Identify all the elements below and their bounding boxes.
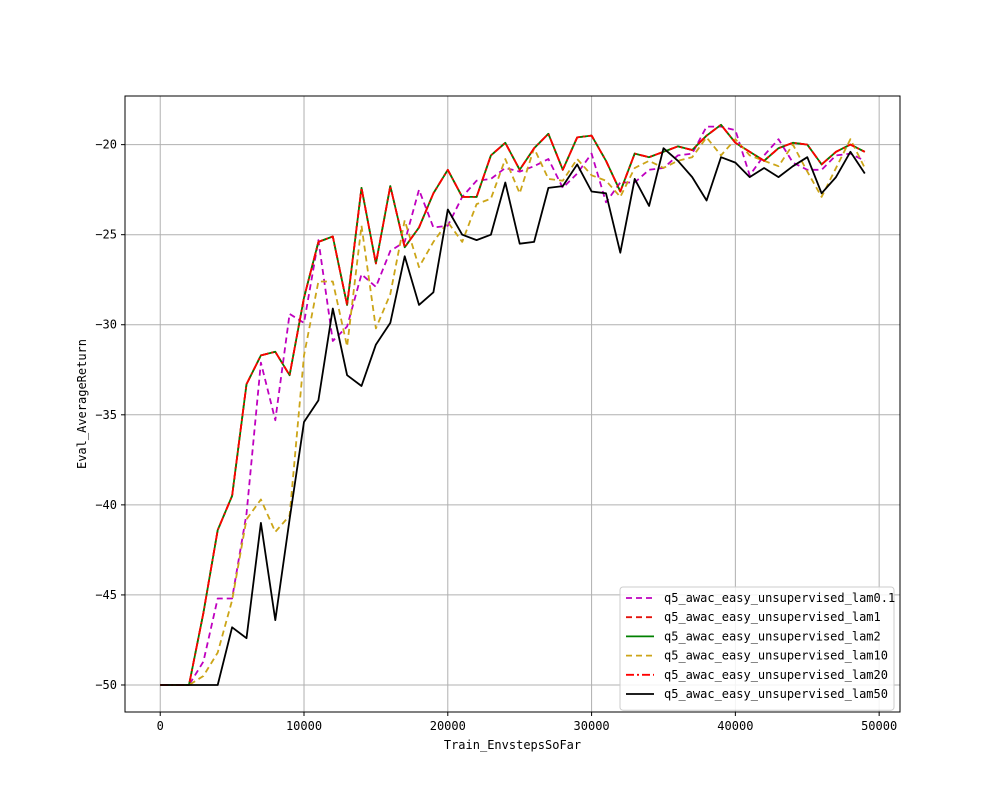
y-tick-label: −35 (95, 408, 117, 422)
axis-ticks: 0 10000 20000 30000 40000 50000 −50 −45 −40 −35 −3… (95, 138, 897, 733)
plot-frame (124, 95, 901, 713)
x-tick-label: 10000 (286, 719, 322, 733)
x-tick-label: 40000 (717, 719, 753, 733)
legend-label: q5_awac_easy_unsupervised_lam20 (664, 668, 888, 682)
legend-label: q5_awac_easy_unsupervised_lam2 (664, 629, 881, 643)
series-line-4 (160, 123, 866, 686)
y-tick-label: −50 (95, 678, 117, 692)
legend-label: q5_awac_easy_unsupervised_lam1 (664, 610, 881, 624)
y-tick-label: −40 (95, 498, 117, 512)
plot-lines (160, 123, 866, 686)
series-line-3 (160, 136, 866, 686)
x-tick-label: 50000 (861, 719, 897, 733)
grid (125, 96, 900, 712)
legend-label: q5_awac_easy_unsupervised_lam10 (664, 649, 888, 663)
legend-label: q5_awac_easy_unsupervised_lam50 (664, 687, 888, 701)
y-tick-label: −45 (95, 588, 117, 602)
x-tick-label: 20000 (430, 719, 466, 733)
y-tick-label: −25 (95, 228, 117, 242)
legend-box (619, 586, 895, 711)
legend: q5_awac_easy_unsupervised_lam0.1 q5_awac_… (619, 586, 895, 711)
x-tick-label: 30000 (574, 719, 610, 733)
series-line-0 (160, 125, 866, 686)
y-axis-label: Eval_AverageReturn (75, 339, 89, 469)
y-tick-label: −30 (95, 318, 117, 332)
x-tick-label: 0 (157, 719, 164, 733)
x-axis-label: Train_EnvstepsSoFar (444, 738, 581, 752)
y-tick-label: −20 (95, 138, 117, 152)
legend-label: q5_awac_easy_unsupervised_lam0.1 (664, 591, 895, 605)
series-line-5 (160, 147, 866, 686)
